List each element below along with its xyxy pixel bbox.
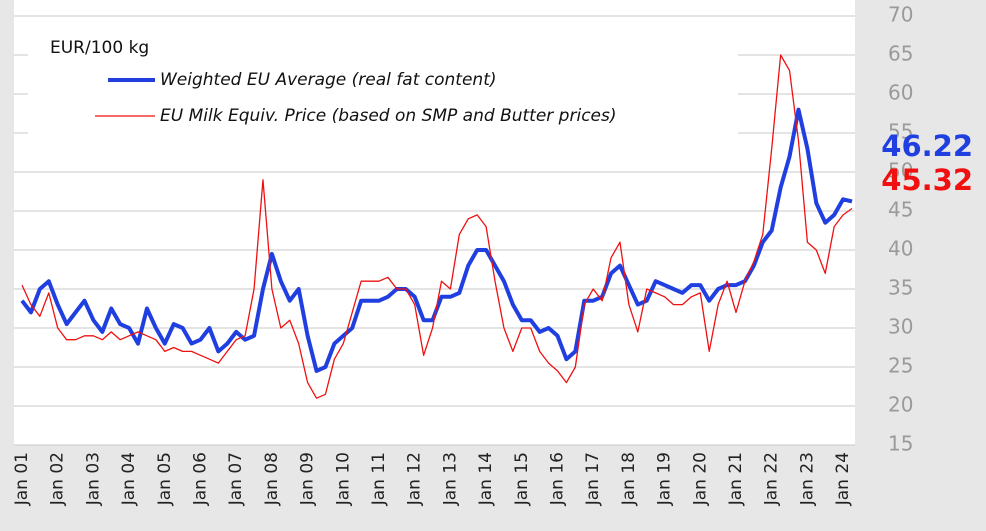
value-annotation: 46.22: [881, 129, 973, 163]
y-tick-label: 55: [888, 120, 913, 144]
legend-label: Weighted EU Average (real fat content): [160, 70, 497, 90]
y-tick-label: 20: [888, 393, 913, 417]
y-tick-label: 65: [888, 42, 913, 66]
x-tick-label: Jan 07: [226, 452, 246, 506]
x-tick-label: Jan 23: [797, 452, 817, 506]
x-tick-label: Jan 12: [405, 452, 425, 506]
x-tick-label: Jan 08: [262, 452, 282, 506]
x-tick-label: Jan 01: [12, 452, 32, 506]
x-tick-label: Jan 11: [369, 452, 389, 506]
x-tick-label: Jan 22: [762, 452, 782, 506]
x-tick-label: Jan 24: [833, 452, 853, 506]
y-tick-label: 50: [888, 159, 913, 183]
y-axis-label: EUR/100 kg: [50, 38, 149, 58]
y-tick-label: 25: [888, 354, 913, 378]
x-tick-label: Jan 04: [119, 452, 139, 506]
series-line: [21, 54, 853, 399]
value-annotation: 45.32: [881, 163, 973, 197]
legend-label: EU Milk Equiv. Price (based on SMP and B…: [160, 106, 617, 126]
x-tick-label: Jan 10: [333, 452, 353, 506]
x-tick-label: Jan 13: [440, 452, 460, 506]
x-tick-label: Jan 16: [548, 452, 568, 506]
y-tick-label: 30: [888, 315, 913, 339]
x-tick-label: Jan 14: [476, 452, 496, 506]
x-tick-label: Jan 15: [512, 452, 532, 506]
series-line: [20, 107, 853, 373]
x-tick-label: Jan 21: [726, 452, 746, 506]
y-tick-label: 15: [888, 432, 913, 456]
y-tick-label: 70: [888, 3, 913, 27]
y-tick-label: 45: [888, 198, 913, 222]
x-tick-label: Jan 20: [690, 452, 710, 506]
y-tick-label: 60: [888, 81, 913, 105]
x-tick-label: Jan 17: [583, 452, 603, 506]
x-tick-label: Jan 02: [48, 452, 68, 506]
x-tick-label: Jan 03: [83, 452, 103, 506]
x-tick-label: Jan 18: [619, 452, 639, 506]
x-tick-label: Jan 09: [298, 452, 318, 506]
x-tick-label: Jan 19: [655, 452, 675, 506]
x-tick-label: Jan 05: [155, 452, 175, 506]
y-tick-label: 40: [888, 237, 913, 261]
x-tick-label: Jan 06: [191, 452, 211, 506]
y-tick-label: 35: [888, 276, 913, 300]
